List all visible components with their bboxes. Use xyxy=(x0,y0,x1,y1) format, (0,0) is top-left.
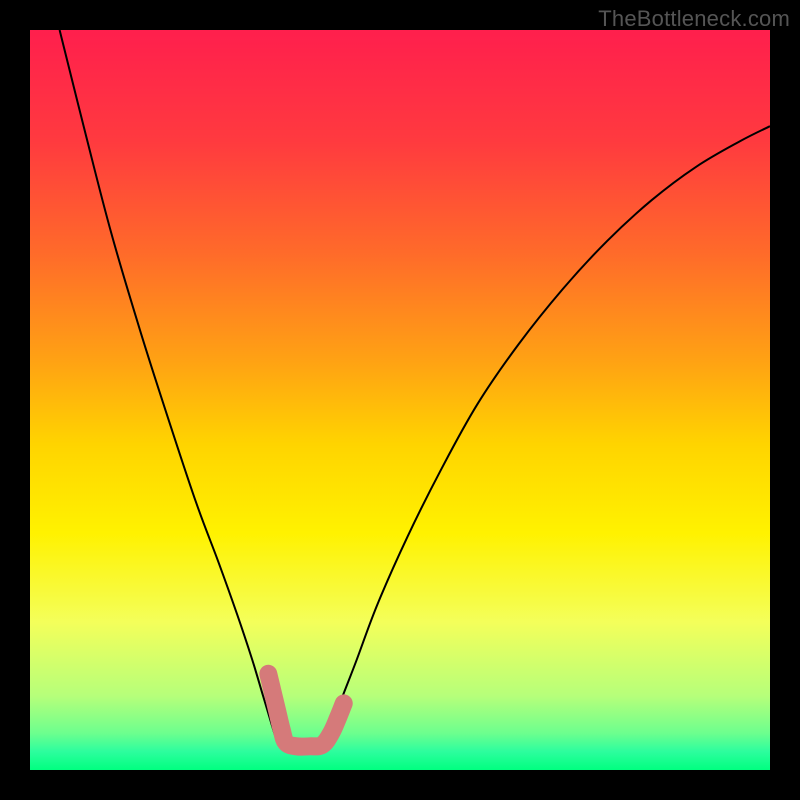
chart-plot-area xyxy=(30,30,770,770)
watermark-text: TheBottleneck.com xyxy=(598,6,790,32)
bottleneck-curve-chart xyxy=(30,30,770,770)
chart-background xyxy=(30,30,770,770)
